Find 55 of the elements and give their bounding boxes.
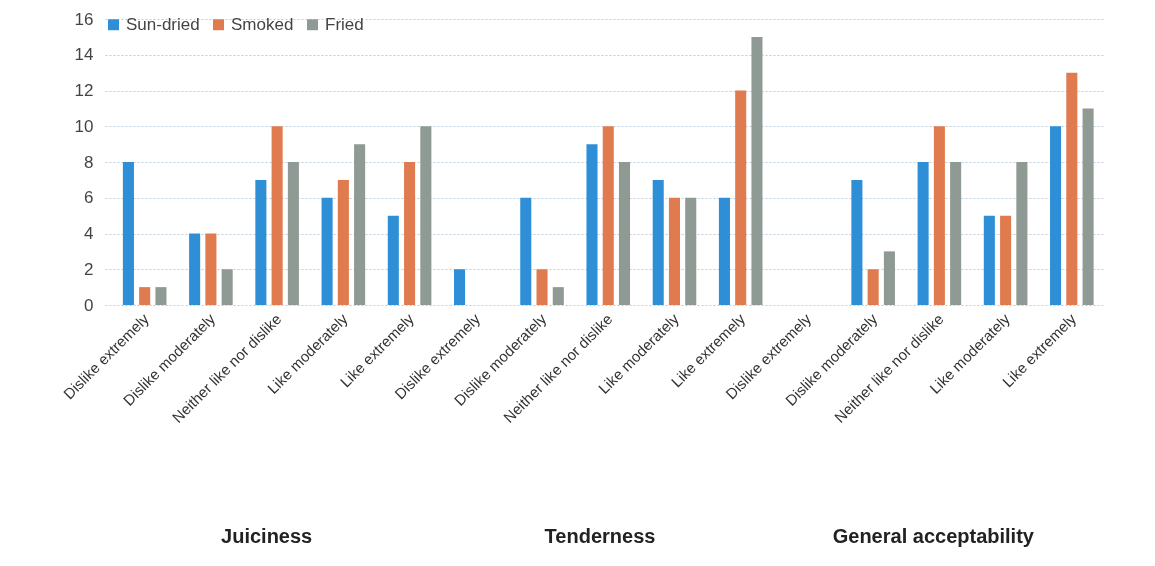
bar — [189, 233, 201, 305]
bar — [287, 162, 299, 305]
bar — [354, 144, 366, 305]
bar — [735, 90, 747, 305]
bar — [867, 269, 879, 305]
bar — [586, 144, 598, 305]
bar — [851, 179, 863, 305]
bar — [205, 233, 217, 305]
y-tick-label: 8 — [84, 152, 94, 172]
bar — [271, 126, 283, 305]
legend-label: Fried — [325, 14, 364, 34]
bar — [751, 36, 763, 305]
y-tick-label: 2 — [84, 259, 94, 279]
bar — [122, 162, 134, 305]
bar — [1000, 215, 1012, 305]
legend-label: Smoked — [231, 14, 294, 34]
y-tick-label: 14 — [74, 45, 94, 65]
y-tick-label: 10 — [74, 116, 94, 136]
bar — [983, 215, 995, 305]
bar — [933, 126, 945, 305]
y-tick-label: 6 — [84, 188, 94, 208]
legend-label: Sun-dried — [126, 14, 200, 34]
bar — [536, 269, 548, 305]
bar — [1050, 126, 1062, 305]
bar — [387, 215, 399, 305]
y-tick-label: 0 — [84, 295, 94, 315]
bar — [685, 197, 697, 305]
bar — [454, 269, 466, 305]
bar — [139, 287, 151, 305]
bar — [337, 179, 349, 305]
bar — [718, 197, 730, 305]
bar — [520, 197, 532, 305]
text: General acceptability — [832, 525, 1034, 548]
bar — [602, 126, 614, 305]
bar — [221, 269, 233, 305]
bar — [321, 197, 333, 305]
bar — [1016, 162, 1028, 305]
bar — [420, 126, 432, 305]
text: Juiciness — [221, 525, 313, 548]
y-tick-label: 12 — [74, 81, 94, 100]
bar — [155, 287, 167, 305]
bar — [404, 162, 416, 305]
y-tick-label: 16 — [74, 9, 94, 29]
bar — [618, 162, 631, 305]
bar — [255, 179, 267, 305]
bar — [1066, 72, 1078, 305]
bar — [917, 162, 929, 305]
bar — [950, 162, 962, 305]
bar — [668, 197, 681, 305]
bar — [883, 251, 895, 305]
bar — [652, 179, 664, 305]
bar — [552, 287, 564, 305]
bar — [1082, 108, 1094, 305]
y-tick-label: 4 — [84, 224, 94, 243]
text: Tenderness — [544, 525, 656, 548]
